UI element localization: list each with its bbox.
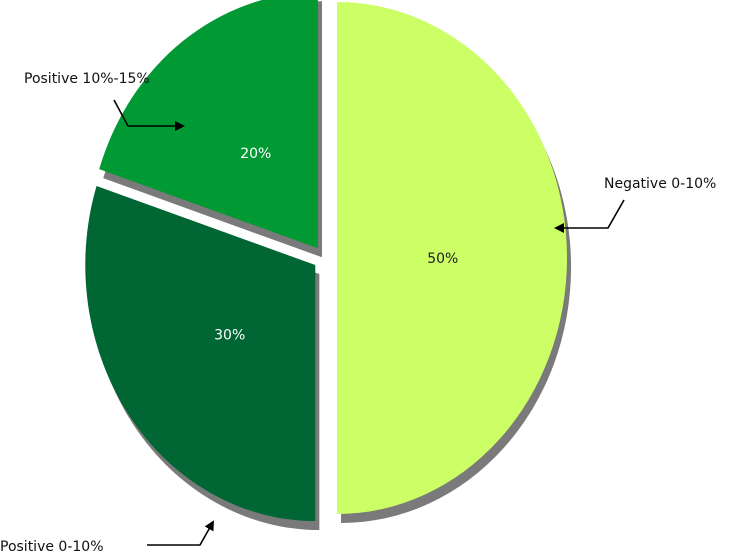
callout-label-positive-10-15: Positive 10%-15%	[24, 71, 150, 87]
callout-arrows	[113, 99, 625, 546]
callout-arrow-positive-0-10	[147, 520, 214, 546]
pie-slice-positive-0-10	[85, 185, 316, 522]
slice-value-labels: 50% 30% 20%	[214, 146, 458, 343]
slice-value-label-negative-0-10: 50%	[427, 251, 458, 267]
callout-label-negative-0-10: Negative 0-10%	[604, 176, 716, 192]
callout-label-positive-0-10: Positive 0-10%	[0, 539, 104, 555]
pie-slice-negative-0-10	[337, 2, 567, 514]
callout-arrow-negative-0-10	[554, 199, 625, 233]
slice-value-label-positive-10-15: 20%	[240, 146, 271, 162]
slice-value-label-positive-0-10: 30%	[214, 327, 245, 343]
callout-arrow-positive-10-15	[113, 99, 185, 131]
pie-slices	[85, 0, 567, 522]
pie-slice-positive-10-15	[99, 0, 318, 249]
